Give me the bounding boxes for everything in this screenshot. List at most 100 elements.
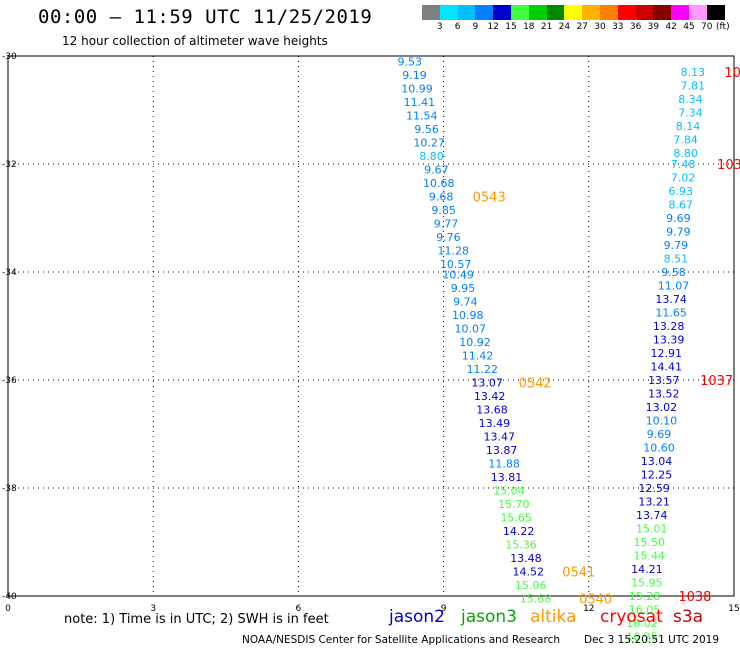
color-swatch: [635, 5, 654, 20]
swh-point-jason2: 11.22: [467, 363, 499, 376]
swh-point-s3a: 8.80: [673, 147, 698, 160]
swh-point-s3a: 9.58: [661, 266, 686, 279]
swh-point-s3a: 16.25: [626, 631, 658, 644]
swh-point-jason2: 9.67: [424, 163, 449, 176]
swh-point-jason3: 15.04: [493, 485, 525, 498]
color-swatch: [617, 5, 636, 20]
swh-point-s3a: 12.25: [641, 469, 673, 482]
swh-point-s3a: 13.28: [653, 320, 685, 333]
sat-label-jason3: jason3: [461, 607, 517, 627]
swh-point-s3a: 10.60: [643, 442, 675, 455]
footer-note: note: 1) Time is in UTC; 2) SWH is in fe…: [64, 612, 329, 627]
x-tick-label: 15: [728, 604, 739, 614]
swh-point-s3a: 9.79: [664, 239, 689, 252]
swh-point-s3a: 7.81: [681, 80, 706, 93]
swh-point-s3a: 9.69: [647, 428, 672, 441]
swh-point-s3a: 8.51: [664, 253, 689, 266]
color-swatch: [475, 5, 494, 20]
color-scale-label: 70: [701, 22, 713, 32]
swh-point-s3a: 13.39: [653, 334, 685, 347]
swh-point-s3a: 8.34: [678, 93, 703, 106]
y-tick-label: -30: [2, 52, 17, 62]
swh-point-jason3: 15.36: [505, 539, 537, 552]
swh-point-s3a: 12.91: [650, 347, 682, 360]
pass-time-label-cryosat: 1038: [678, 590, 711, 605]
color-scale-label: 42: [665, 22, 677, 32]
pass-time-label-altika: 0542: [519, 377, 552, 392]
sat-label-s3a: s3a: [673, 607, 704, 627]
swh-point-jason3: 15.68: [520, 593, 552, 606]
swh-point-s3a: 16.02: [626, 617, 658, 630]
swh-point-s3a: 13.52: [648, 388, 680, 401]
color-scale-unit: (ft): [716, 22, 730, 32]
swh-point-jason2: 9.77: [434, 217, 459, 230]
color-scale-label: 39: [647, 22, 660, 32]
y-tick-label: -38: [2, 484, 17, 494]
color-scale-label: 9: [472, 22, 479, 32]
x-tick-label: 6: [296, 604, 302, 614]
swh-point-jason2: 9.19: [402, 69, 427, 82]
color-scale-labels: 3 6 9 12 15 18 21 24 27 30 33 36 39 42 45 70 (ft): [422, 22, 740, 34]
generated-timestamp: Dec 3 15:20:51 UTC 2019: [584, 634, 720, 646]
swh-point-jason3: 13.87: [486, 444, 518, 457]
x-tick-label: 3: [150, 604, 156, 614]
credit-text: NOAA/NESDIS Center for Satellite Applica…: [242, 634, 560, 646]
x-tick-label: 12: [583, 604, 594, 614]
color-scale-label: 30: [594, 22, 606, 32]
color-swatch: [546, 5, 565, 20]
swh-point-jason2: 11.42: [462, 350, 494, 363]
swh-point-jason3: 13.47: [484, 431, 516, 444]
swh-point-s3a: 8.14: [676, 120, 701, 133]
swh-point-jason3: 14.22: [503, 525, 535, 538]
swh-point-jason2: 9.68: [429, 190, 454, 203]
color-scale-label: 18: [523, 22, 535, 32]
color-scale-label: 27: [576, 22, 588, 32]
color-scale-label: 12: [487, 22, 499, 32]
swh-point-s3a: 11.07: [658, 280, 690, 293]
x-tick-label: 0: [5, 604, 11, 614]
swh-point-s3a: 14.41: [650, 361, 682, 374]
color-scale-label: 3: [436, 22, 443, 32]
color-scale-label: 21: [540, 22, 553, 32]
color-scale-legend: [422, 5, 725, 20]
swh-point-s3a: 11.65: [655, 307, 687, 320]
swh-point-jason3: 11.88: [488, 458, 520, 471]
pass-time-label-altika: 0540: [579, 593, 612, 608]
color-scale-label: 45: [683, 22, 695, 32]
swh-point-jason2: 9.56: [414, 123, 439, 136]
color-swatch: [706, 5, 725, 20]
swh-point-jason2: 11.28: [438, 244, 470, 257]
color-swatch: [688, 5, 707, 20]
color-scale-label: 36: [629, 22, 642, 32]
swh-point-jason3: 14.52: [513, 566, 545, 579]
sat-label-jason2: jason2: [389, 607, 445, 627]
swh-point-jason2: 9.85: [431, 204, 456, 217]
pass-time-label-altika: 0541: [562, 566, 595, 581]
pass-time-label-cryosat: 10: [724, 66, 740, 81]
sat-label-altika: altika: [530, 607, 577, 627]
swh-point-s3a: 15.95: [631, 577, 663, 590]
swh-point-s3a: 15.28: [629, 590, 661, 603]
swh-point-jason3: 13.68: [476, 404, 508, 417]
swh-point-jason2: 9.74: [453, 296, 478, 309]
swh-point-s3a: 9.79: [666, 226, 691, 239]
swh-point-jason3: 13.48: [510, 552, 542, 565]
color-swatch: [493, 5, 511, 20]
color-swatch: [599, 5, 618, 20]
pass-time-label-cryosat: 103: [717, 158, 740, 173]
swh-point-jason2: 10.99: [401, 82, 433, 95]
swh-point-s3a: 9.69: [666, 212, 691, 225]
swh-point-s3a: 13.04: [641, 455, 673, 468]
color-scale-label: 6: [454, 22, 461, 32]
swh-point-s3a: 13.57: [648, 374, 680, 387]
swh-point-jason3: 15.06: [515, 579, 547, 592]
swh-point-s3a: 15.01: [636, 523, 668, 536]
swh-point-s3a: 16.05: [629, 604, 661, 617]
swh-point-jason2: 9.76: [436, 231, 461, 244]
chart-subtitle: 12 hour collection of altimeter wave hei…: [62, 34, 328, 48]
swh-point-jason3: 13.49: [479, 417, 511, 430]
swh-point-s3a: 8.13: [681, 66, 706, 79]
swh-point-jason3: 13.42: [474, 390, 506, 403]
swh-point-s3a: 13.02: [646, 401, 678, 414]
